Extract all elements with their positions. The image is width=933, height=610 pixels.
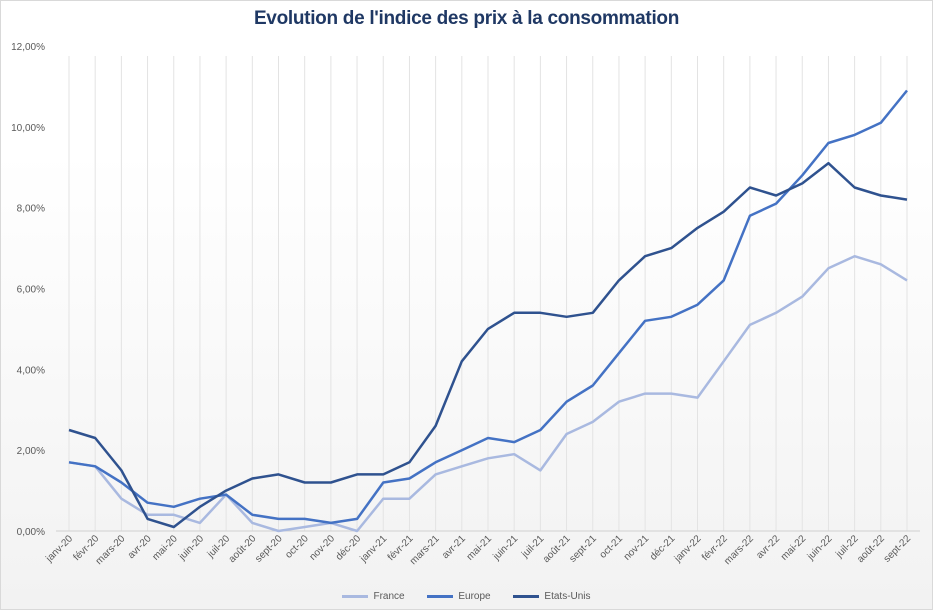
x-tick-label: juin-21: [491, 533, 521, 563]
x-tick-label: janv-22: [672, 533, 704, 565]
x-tick-label: nov-21: [622, 533, 652, 563]
x-tick-label: avr-20: [126, 533, 154, 561]
x-tick-label: avr-21: [440, 533, 468, 561]
legend: France Europe Etats-Unis: [1, 590, 932, 602]
x-tick-label: nov-20: [308, 533, 338, 563]
series-line-france: [68, 254, 908, 533]
legend-swatch: [342, 595, 369, 598]
x-tick-label: mai-20: [150, 533, 180, 563]
x-tick-label: mars-21: [408, 533, 442, 567]
legend-label: Etats-Unis: [544, 591, 591, 602]
series-line-etats-unis: [68, 161, 908, 529]
x-tick-label: oct-20: [283, 533, 311, 561]
y-tick-label: 0,00%: [17, 527, 45, 538]
chart-title: Evolution de l'indice des prix à la cons…: [253, 8, 680, 29]
legend-label: Europe: [458, 591, 491, 602]
y-tick-label: 12,00%: [11, 42, 45, 53]
y-tick-label: 10,00%: [11, 123, 45, 134]
legend-item-france: France: [342, 591, 405, 602]
x-tick-label: avr-22: [754, 533, 782, 561]
x-tick-label: oct-21: [598, 533, 626, 561]
x-tick-label: mai-21: [465, 533, 495, 563]
x-tick-label: juin-22: [805, 533, 835, 563]
x-tick-label: août-20: [227, 533, 259, 565]
x-tick-label: août-22: [855, 533, 887, 565]
y-tick-label: 4,00%: [17, 365, 45, 376]
x-tick-label: mars-22: [722, 533, 756, 567]
x-tick-label: août-21: [541, 533, 573, 565]
legend-label: France: [373, 591, 405, 602]
series-line-europe: [68, 89, 908, 525]
y-tick-label: 8,00%: [17, 204, 45, 215]
x-tick-label: sept-20: [253, 533, 285, 565]
legend-item-etats-unis: Etats-Unis: [513, 591, 591, 602]
legend-swatch: [427, 595, 454, 598]
y-tick-label: 2,00%: [17, 446, 45, 457]
x-tick-label: mars-20: [94, 533, 128, 567]
x-tick-label: janv-21: [358, 533, 390, 565]
legend-item-europe: Europe: [427, 591, 491, 602]
y-tick-label: 6,00%: [17, 285, 45, 296]
x-tick-label: janv-20: [43, 533, 75, 565]
x-tick-label: juin-20: [176, 533, 206, 563]
x-tick-label: sept-21: [568, 533, 600, 565]
legend-swatch: [513, 595, 540, 598]
x-tick-label: sept-22: [882, 533, 914, 565]
x-tick-label: mai-22: [779, 533, 809, 563]
